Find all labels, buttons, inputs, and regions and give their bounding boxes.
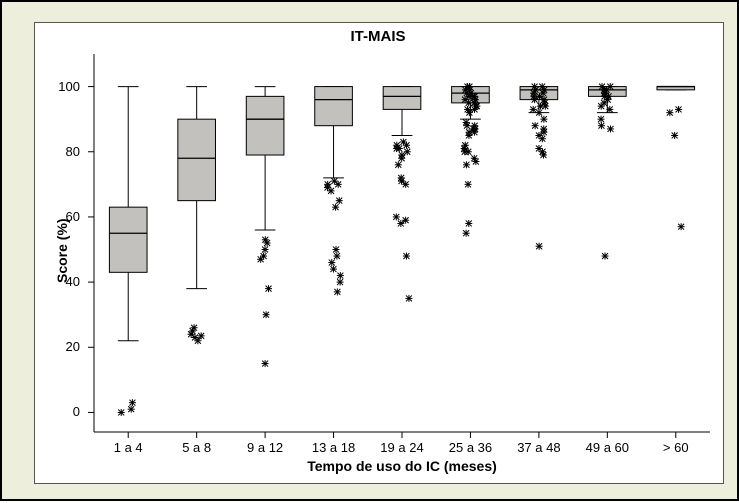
y-tick-label: 80 [66,144,80,159]
y-tick-label: 60 [66,209,80,224]
x-tick-label: 5 a 8 [162,440,230,455]
x-tick-label: 1 a 4 [94,440,162,455]
y-tick-label: 20 [66,339,80,354]
x-tick-label: 9 a 12 [231,440,299,455]
x-tick-label: 19 a 24 [368,440,436,455]
x-tick-label: 13 a 18 [299,440,367,455]
y-tick-label: 0 [73,404,80,419]
y-tick-label: 40 [66,274,80,289]
y-tick-label: 100 [58,79,80,94]
boxplot-svg [2,2,739,503]
outer-panel: IT-MAIS Score (%) Tempo de uso do IC (me… [0,0,739,501]
x-tick-label: > 60 [642,440,710,455]
x-tick-label: 25 a 36 [436,440,504,455]
x-tick-label: 37 a 48 [505,440,573,455]
x-tick-label: 49 a 60 [573,440,641,455]
